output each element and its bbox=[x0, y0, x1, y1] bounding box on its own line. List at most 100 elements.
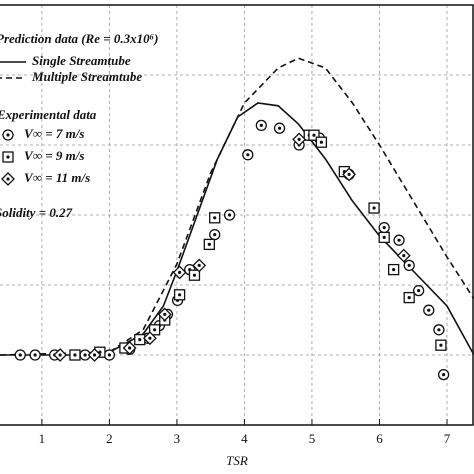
marker-dot bbox=[382, 226, 386, 230]
marker bbox=[103, 349, 116, 361]
marker-dot bbox=[297, 137, 301, 141]
annotation: Solidity = 0.27 bbox=[0, 205, 73, 220]
marker bbox=[437, 368, 450, 381]
marker bbox=[122, 341, 137, 355]
marker bbox=[209, 228, 221, 241]
marker bbox=[203, 238, 215, 251]
marker-dot bbox=[427, 308, 431, 312]
marker bbox=[387, 263, 400, 276]
marker-dot bbox=[259, 123, 263, 127]
marker bbox=[412, 284, 425, 297]
marker-dot bbox=[392, 268, 396, 272]
x-tick-label: 1 bbox=[39, 431, 46, 446]
marker bbox=[378, 221, 390, 234]
marker-dot bbox=[437, 328, 441, 332]
marker-dot bbox=[18, 353, 22, 357]
marker-dot bbox=[178, 270, 182, 274]
marker-dot bbox=[227, 213, 232, 217]
marker-dot bbox=[83, 353, 87, 357]
marker-dot bbox=[213, 233, 217, 237]
marker bbox=[403, 259, 415, 272]
marker bbox=[2, 151, 14, 163]
legend-label: V∞ = 11 m/s bbox=[24, 170, 90, 185]
legend-label: Single Streamtube bbox=[32, 53, 131, 68]
marker-dot bbox=[407, 263, 411, 267]
marker-dot bbox=[192, 273, 197, 277]
marker-dot bbox=[33, 353, 37, 357]
marker-dot bbox=[153, 328, 157, 332]
marker-dot bbox=[439, 343, 443, 347]
x-axis-label: TSR bbox=[226, 453, 248, 468]
marker-dot bbox=[319, 140, 324, 144]
legend-label: V∞ = 9 m/s bbox=[24, 148, 84, 163]
marker bbox=[14, 349, 26, 361]
marker-dot bbox=[397, 238, 401, 242]
marker bbox=[378, 231, 390, 244]
marker-dot bbox=[246, 153, 250, 157]
marker bbox=[435, 339, 447, 351]
marker-dot bbox=[277, 126, 282, 130]
marker bbox=[2, 129, 14, 141]
marker bbox=[134, 333, 146, 346]
marker bbox=[209, 212, 221, 224]
marker-dot bbox=[197, 263, 201, 267]
marker-dot bbox=[402, 254, 406, 258]
marker-dot bbox=[58, 353, 62, 357]
marker bbox=[69, 349, 81, 361]
marker-dot bbox=[92, 353, 97, 357]
marker bbox=[157, 307, 172, 322]
x-tick-label: 7 bbox=[444, 431, 451, 446]
marker-dot bbox=[138, 338, 142, 342]
marker bbox=[148, 324, 161, 336]
marker bbox=[142, 331, 157, 346]
legend-heading: Prediction data (Re = 0.3x10⁶) bbox=[0, 31, 159, 46]
marker bbox=[192, 258, 207, 273]
marker-dot bbox=[6, 177, 10, 181]
marker bbox=[308, 129, 320, 141]
marker bbox=[242, 149, 254, 161]
marker-dot bbox=[73, 353, 77, 357]
marker-dot bbox=[163, 312, 167, 316]
x-tick-label: 2 bbox=[106, 431, 113, 446]
x-tick-label: 6 bbox=[376, 431, 383, 446]
marker-dot bbox=[213, 216, 217, 220]
marker-dot bbox=[372, 206, 376, 210]
plot-frame bbox=[0, 4, 474, 426]
marker bbox=[173, 289, 186, 301]
marker-dot bbox=[6, 155, 10, 159]
x-tick-label: 4 bbox=[241, 431, 248, 446]
marker bbox=[433, 324, 445, 336]
marker bbox=[423, 304, 435, 316]
marker-dot bbox=[128, 346, 132, 350]
marker bbox=[255, 119, 267, 132]
marker bbox=[273, 122, 286, 134]
marker bbox=[29, 349, 41, 361]
marker bbox=[87, 348, 102, 362]
x-tick-label: 5 bbox=[309, 431, 316, 446]
legend-label: Multiple Streamtube bbox=[31, 69, 142, 84]
marker bbox=[53, 348, 68, 362]
marker-dot bbox=[312, 133, 316, 137]
marker-dot bbox=[148, 336, 152, 340]
curve bbox=[0, 57, 474, 356]
marker-dot bbox=[6, 133, 10, 137]
marker bbox=[292, 132, 307, 147]
marker bbox=[342, 167, 357, 182]
marker bbox=[403, 291, 415, 304]
marker-dot bbox=[347, 172, 351, 176]
marker-dot bbox=[178, 293, 182, 297]
marker-dot bbox=[107, 353, 111, 357]
marker bbox=[393, 234, 405, 246]
marker bbox=[1, 172, 15, 186]
marker-dot bbox=[382, 235, 386, 239]
marker bbox=[172, 265, 187, 280]
marker bbox=[368, 202, 380, 214]
legend-heading: Experimental data bbox=[0, 107, 97, 122]
marker bbox=[223, 209, 236, 221]
legend-label: V∞ = 7 m/s bbox=[24, 126, 84, 141]
marker-dot bbox=[442, 373, 446, 377]
marker-dot bbox=[417, 289, 421, 293]
marker bbox=[188, 269, 201, 281]
marker bbox=[396, 248, 411, 263]
